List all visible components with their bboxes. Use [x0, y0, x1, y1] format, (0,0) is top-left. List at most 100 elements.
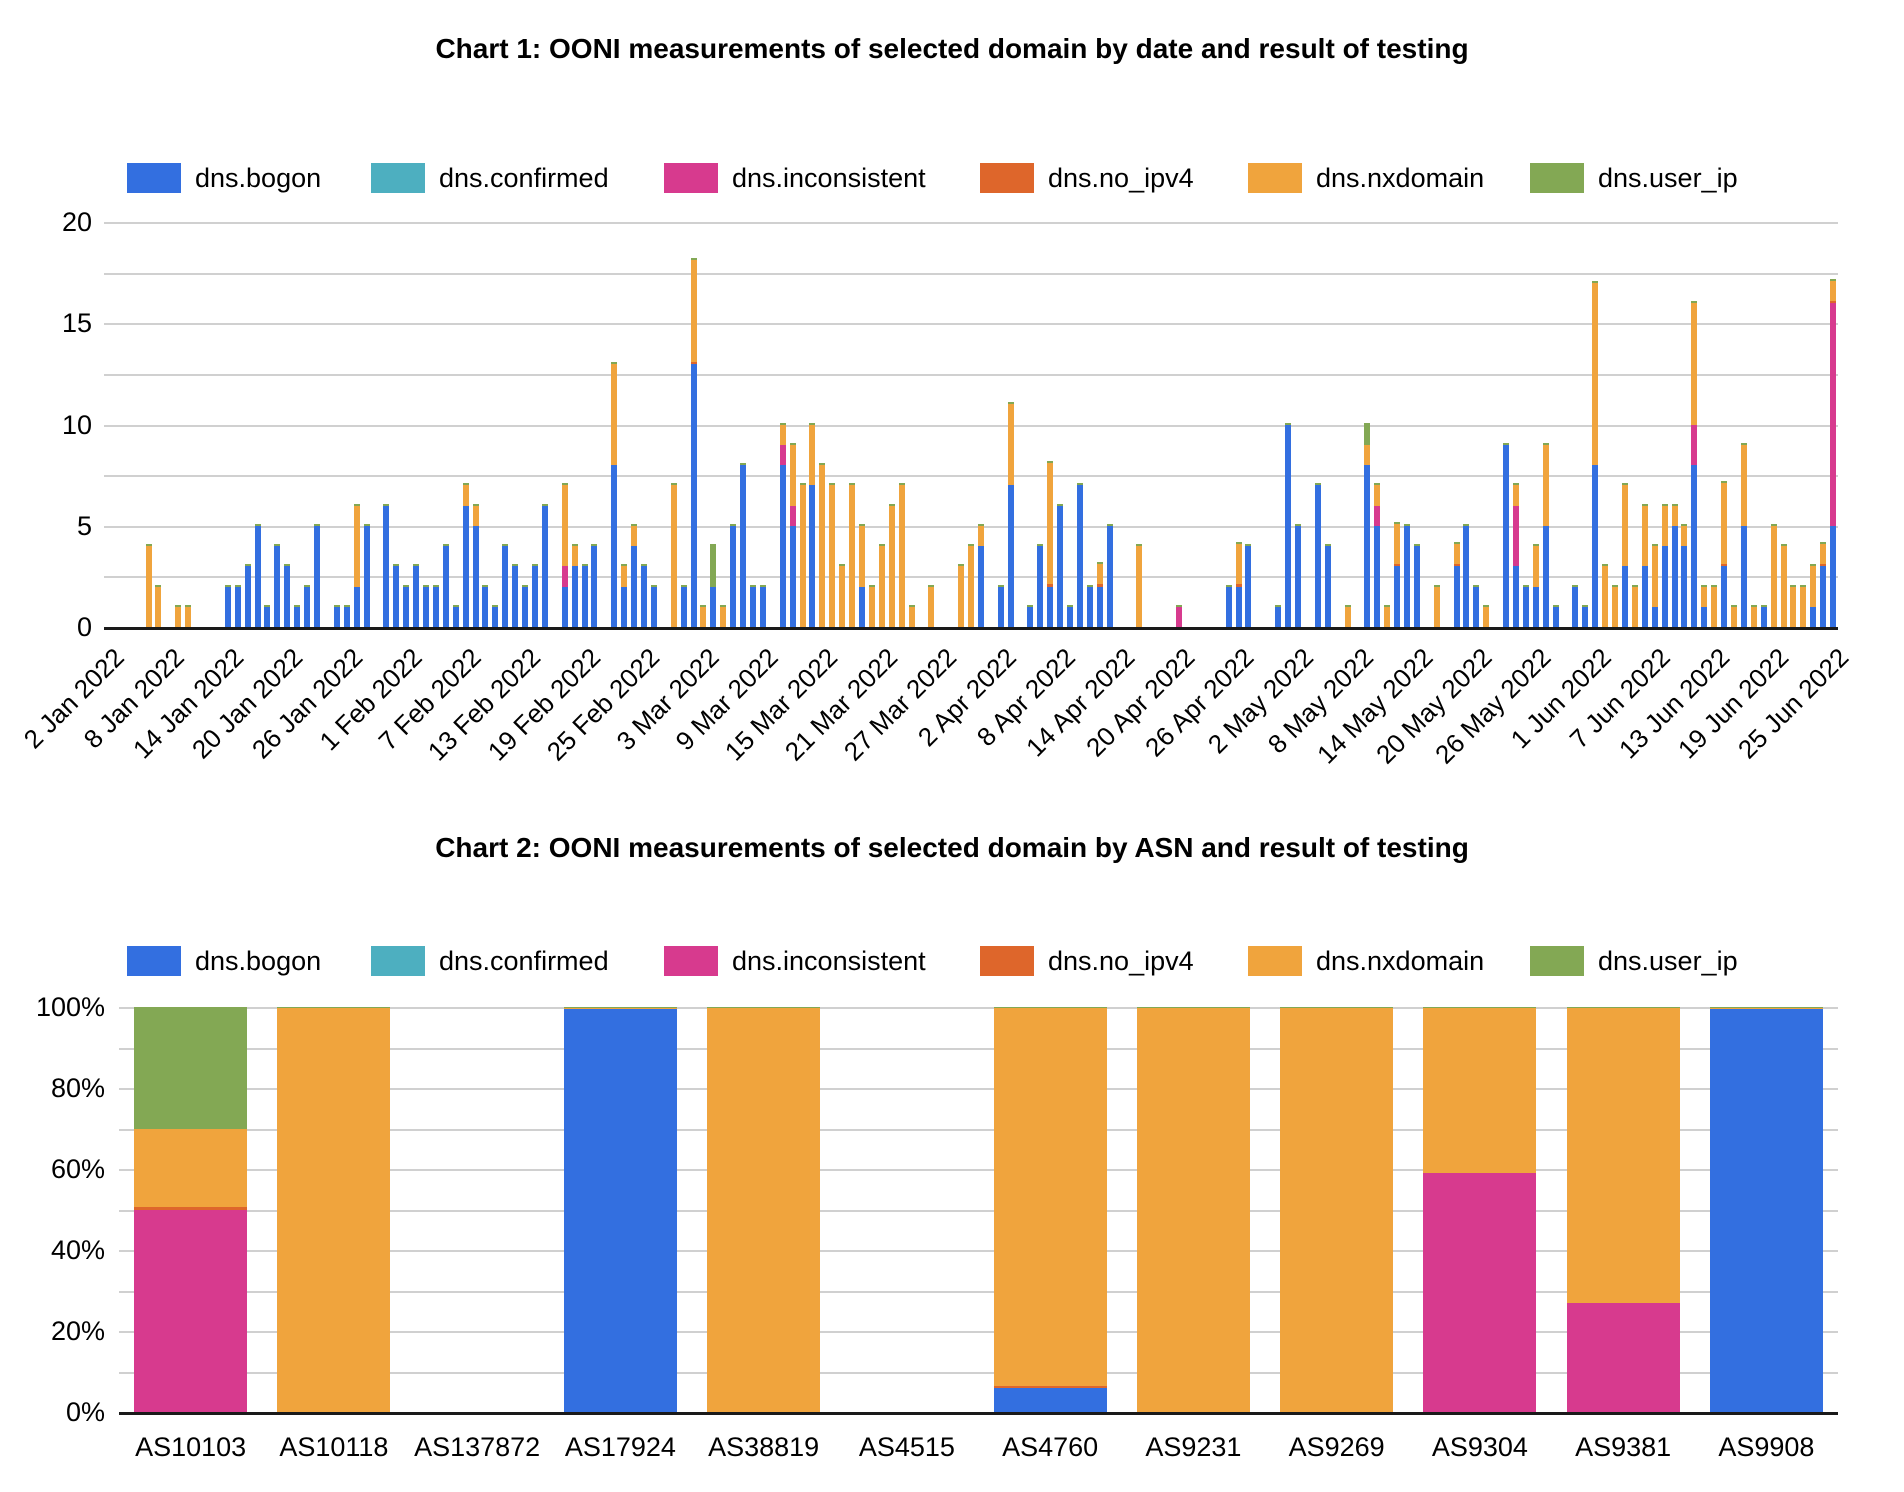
stacked-bar[interactable]: [1800, 584, 1807, 627]
stacked-bar[interactable]: [750, 584, 756, 627]
stacked-bar[interactable]: [1542, 442, 1549, 627]
stacked-bar[interactable]: [277, 1007, 391, 1412]
stacked-bar[interactable]: [185, 604, 192, 627]
stacked-bar[interactable]: [1671, 503, 1678, 627]
stacked-bar[interactable]: [878, 544, 885, 627]
stacked-bar[interactable]: [1007, 402, 1014, 627]
stacked-bar[interactable]: [759, 584, 766, 627]
stacked-bar[interactable]: [1691, 301, 1698, 627]
stacked-bar[interactable]: [1730, 604, 1737, 627]
stacked-bar[interactable]: [1770, 523, 1777, 627]
stacked-bar[interactable]: [1582, 604, 1589, 627]
stacked-bar[interactable]: [868, 584, 875, 627]
stacked-bar[interactable]: [839, 564, 846, 627]
stacked-bar[interactable]: [472, 503, 479, 627]
legend-item-dns-bogon[interactable]: dns.bogon: [127, 946, 321, 976]
stacked-bar[interactable]: [1592, 280, 1599, 627]
stacked-bar[interactable]: [720, 604, 727, 627]
stacked-bar[interactable]: [1810, 564, 1817, 627]
stacked-bar[interactable]: [134, 1007, 248, 1412]
stacked-bar[interactable]: [264, 604, 271, 627]
stacked-bar[interactable]: [1384, 604, 1391, 627]
stacked-bar[interactable]: [383, 503, 390, 627]
stacked-bar[interactable]: [690, 258, 697, 627]
stacked-bar[interactable]: [502, 544, 509, 627]
stacked-bar[interactable]: [1750, 604, 1757, 627]
stacked-bar[interactable]: [563, 1007, 677, 1412]
stacked-bar[interactable]: [1522, 584, 1529, 627]
stacked-bar[interactable]: [1057, 503, 1064, 627]
stacked-bar[interactable]: [403, 584, 410, 627]
stacked-bar[interactable]: [1790, 584, 1797, 627]
stacked-bar[interactable]: [224, 584, 231, 627]
stacked-bar[interactable]: [779, 422, 786, 627]
stacked-bar[interactable]: [1344, 604, 1351, 627]
legend-item-dns-user_ip[interactable]: dns.user_ip: [1530, 946, 1738, 976]
stacked-bar[interactable]: [1280, 1007, 1394, 1412]
stacked-bar[interactable]: [1394, 521, 1401, 627]
legend-item-dns-inconsistent[interactable]: dns.inconsistent: [664, 946, 926, 976]
legend-item-dns-no_ipv4[interactable]: dns.no_ipv4: [980, 946, 1194, 976]
legend-item-dns-user_ip[interactable]: dns.user_ip: [1530, 163, 1738, 193]
stacked-bar[interactable]: [908, 604, 915, 627]
stacked-bar[interactable]: [1463, 523, 1470, 627]
legend-item-dns-confirmed[interactable]: dns.confirmed: [371, 163, 609, 193]
stacked-bar[interactable]: [730, 523, 737, 627]
stacked-bar[interactable]: [1701, 584, 1708, 627]
stacked-bar[interactable]: [1641, 503, 1648, 627]
stacked-bar[interactable]: [442, 544, 449, 627]
stacked-bar[interactable]: [492, 604, 499, 627]
stacked-bar[interactable]: [462, 483, 469, 627]
stacked-bar[interactable]: [1245, 544, 1252, 627]
stacked-bar[interactable]: [958, 564, 965, 627]
stacked-bar[interactable]: [1235, 541, 1242, 627]
stacked-bar[interactable]: [1423, 1007, 1537, 1412]
legend-item-dns-inconsistent[interactable]: dns.inconsistent: [664, 163, 926, 193]
stacked-bar[interactable]: [1285, 422, 1292, 627]
stacked-bar[interactable]: [611, 361, 618, 627]
stacked-bar[interactable]: [561, 483, 568, 627]
stacked-bar[interactable]: [314, 523, 321, 627]
stacked-bar[interactable]: [1067, 604, 1074, 627]
stacked-bar[interactable]: [452, 604, 459, 627]
stacked-bar[interactable]: [1027, 604, 1034, 627]
stacked-bar[interactable]: [1483, 604, 1490, 627]
stacked-bar[interactable]: [254, 523, 261, 627]
stacked-bar[interactable]: [1661, 503, 1668, 627]
stacked-bar[interactable]: [829, 483, 836, 627]
stacked-bar[interactable]: [1651, 544, 1658, 627]
stacked-bar[interactable]: [1275, 604, 1282, 627]
stacked-bar[interactable]: [740, 463, 747, 627]
stacked-bar[interactable]: [1136, 544, 1143, 627]
stacked-bar[interactable]: [1324, 544, 1331, 627]
stacked-bar[interactable]: [1106, 523, 1113, 627]
stacked-bar[interactable]: [343, 604, 350, 627]
stacked-bar[interactable]: [819, 463, 826, 627]
stacked-bar[interactable]: [1721, 481, 1728, 627]
stacked-bar[interactable]: [707, 1007, 821, 1412]
stacked-bar[interactable]: [968, 544, 974, 627]
stacked-bar[interactable]: [1413, 544, 1420, 627]
stacked-bar[interactable]: [294, 604, 301, 627]
stacked-bar[interactable]: [1433, 584, 1440, 627]
stacked-bar[interactable]: [1374, 483, 1381, 627]
stacked-bar[interactable]: [809, 422, 816, 627]
stacked-bar[interactable]: [1076, 483, 1083, 627]
legend-item-dns-bogon[interactable]: dns.bogon: [127, 163, 321, 193]
stacked-bar[interactable]: [859, 523, 865, 627]
stacked-bar[interactable]: [977, 523, 984, 627]
stacked-bar[interactable]: [1552, 604, 1559, 627]
stacked-bar[interactable]: [789, 442, 796, 627]
stacked-bar[interactable]: [482, 584, 489, 627]
stacked-bar[interactable]: [1294, 523, 1301, 627]
legend-item-dns-no_ipv4[interactable]: dns.no_ipv4: [980, 163, 1194, 193]
stacked-bar[interactable]: [1037, 544, 1044, 627]
stacked-bar[interactable]: [1047, 460, 1054, 627]
stacked-bar[interactable]: [413, 564, 420, 627]
legend-item-dns-nxdomain[interactable]: dns.nxdomain: [1248, 163, 1484, 193]
stacked-bar[interactable]: [1314, 483, 1321, 627]
stacked-bar[interactable]: [145, 544, 152, 627]
stacked-bar[interactable]: [1503, 442, 1510, 627]
stacked-bar[interactable]: [1453, 541, 1460, 627]
stacked-bar[interactable]: [363, 523, 370, 627]
